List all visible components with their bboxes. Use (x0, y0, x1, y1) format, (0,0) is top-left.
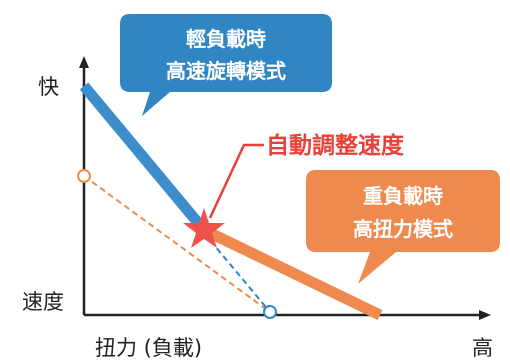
auto-adjust-pointer (208, 143, 264, 219)
high-torque-mode-line (201, 225, 383, 320)
light-load-line1: 輕負載時 (186, 27, 266, 51)
torque-dashed-line (203, 232, 271, 313)
y-axis-bottom-label: 速度 (22, 290, 64, 314)
x-axis-right-label: 高 (472, 336, 493, 360)
light-load-callout-bubble (120, 14, 332, 116)
y-axis-arrow-icon (79, 56, 89, 68)
x-axis-left-label: 扭力 (負載) (95, 336, 202, 360)
heavy-load-callout-bubble (306, 170, 500, 284)
heavy-load-callout: 重負載時 高扭力模式 (306, 170, 500, 284)
star-icon (183, 208, 225, 248)
speed-endpoint-circle (77, 169, 91, 183)
torque-endpoint-circle (263, 305, 277, 319)
y-axis-top-label: 快 (38, 75, 59, 99)
speed-dashed-line (83, 175, 271, 313)
heavy-load-line1: 重負載時 (363, 184, 443, 208)
axes (79, 56, 491, 320)
light-load-line2: 高速旋轉模式 (166, 59, 286, 83)
high-speed-mode-line (79, 82, 209, 234)
heavy-load-line2: 高扭力模式 (353, 217, 453, 241)
auto-adjust-speed-label: 自動調整速度 (266, 132, 405, 159)
light-load-callout: 輕負載時 高速旋轉模式 (120, 14, 332, 116)
x-axis-arrow-icon (479, 310, 491, 320)
